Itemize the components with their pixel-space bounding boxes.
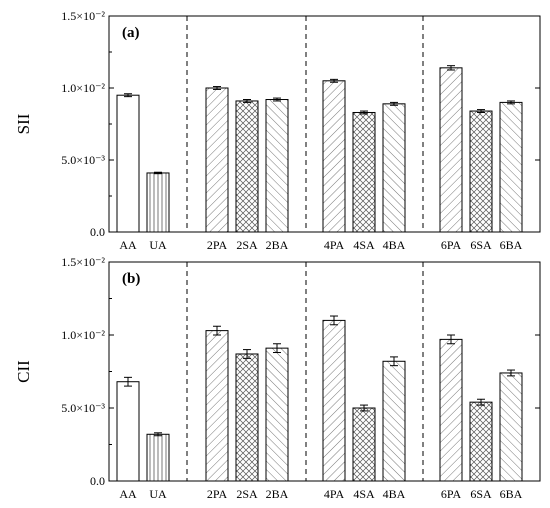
x-tick-label: 4BA (383, 487, 406, 501)
y-tick-label: 1.5×10⁻² (61, 9, 105, 23)
bar (439, 67, 463, 233)
bar (205, 87, 229, 233)
bar (352, 111, 376, 233)
bar (205, 330, 229, 482)
x-tick-label: 6SA (470, 487, 492, 501)
x-tick-label: 2BA (266, 238, 289, 252)
bar (469, 401, 493, 482)
bar (469, 110, 493, 233)
x-tick-label: 4PA (324, 487, 345, 501)
y-tick-label: 5.0×10⁻³ (61, 153, 105, 167)
bar (382, 103, 406, 233)
bar (235, 353, 259, 482)
y-tick-label: 5.0×10⁻³ (61, 401, 105, 415)
x-tick-label: 6BA (500, 238, 523, 252)
bar (322, 319, 346, 482)
bar (265, 99, 289, 233)
x-tick-label: 4SA (353, 238, 375, 252)
bar (116, 381, 140, 482)
bar (499, 101, 523, 233)
bar (116, 94, 140, 233)
bar (235, 100, 259, 233)
bar (382, 360, 406, 482)
bar (146, 433, 170, 482)
x-tick-label: 2PA (207, 487, 228, 501)
bar (499, 372, 523, 482)
bar (322, 80, 346, 233)
bar (352, 407, 376, 482)
y-tick-label: 1.0×10⁻² (61, 328, 105, 342)
x-tick-label: 6BA (500, 487, 523, 501)
bar (439, 338, 463, 482)
x-tick-label: 6PA (441, 238, 462, 252)
y-tick-label: 1.5×10⁻² (61, 255, 105, 269)
panel-label: (a) (122, 25, 140, 41)
y-tick-label: 0.0 (90, 474, 105, 488)
x-tick-label: AA (119, 238, 137, 252)
bar (265, 347, 289, 482)
x-tick-label: UA (149, 238, 167, 252)
x-tick-label: 4BA (383, 238, 406, 252)
y-axis-label: SII (14, 113, 33, 134)
x-tick-label: 6PA (441, 487, 462, 501)
x-tick-label: 4PA (324, 238, 345, 252)
chart-panel-a: 0.0 5.0×10⁻³ 1.0×10⁻² 1.5×10⁻² SII (a) AA UA 2PA… (14, 9, 541, 252)
bar (146, 172, 170, 233)
x-tick-label: 2PA (207, 238, 228, 252)
chart-panel-b: 0.0 5.0×10⁻³ 1.0×10⁻² 1.5×10⁻² CII (b) AA UA 2PA… (14, 255, 541, 501)
x-tick-label: 2SA (236, 238, 258, 252)
x-tick-label: 4SA (353, 487, 375, 501)
x-tick-label: 2SA (236, 487, 258, 501)
panel-label: (b) (122, 271, 140, 287)
y-tick-label: 0.0 (90, 225, 105, 239)
x-tick-label: 6SA (470, 238, 492, 252)
y-axis-label: CII (14, 360, 33, 383)
x-tick-label: 2BA (266, 487, 289, 501)
x-tick-label: AA (119, 487, 137, 501)
y-tick-label: 1.0×10⁻² (61, 81, 105, 95)
x-tick-label: UA (149, 487, 167, 501)
